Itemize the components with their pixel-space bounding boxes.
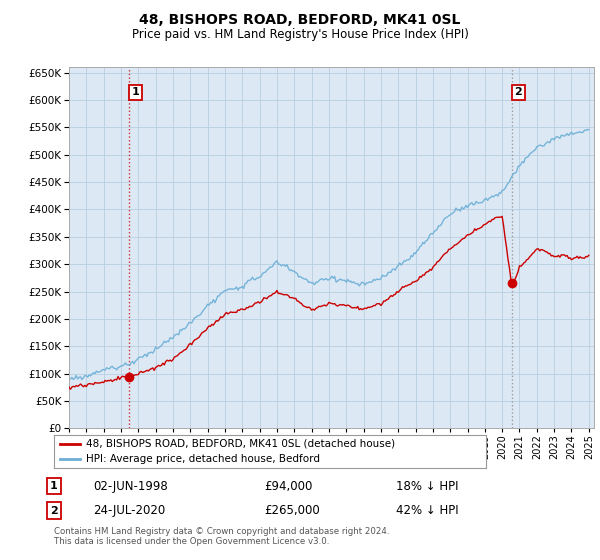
Text: £265,000: £265,000 xyxy=(264,504,320,517)
Text: 48, BISHOPS ROAD, BEDFORD, MK41 0SL: 48, BISHOPS ROAD, BEDFORD, MK41 0SL xyxy=(139,13,461,27)
Text: 02-JUN-1998: 02-JUN-1998 xyxy=(93,479,168,493)
Text: Price paid vs. HM Land Registry's House Price Index (HPI): Price paid vs. HM Land Registry's House … xyxy=(131,28,469,41)
Text: 48, BISHOPS ROAD, BEDFORD, MK41 0SL (detached house): 48, BISHOPS ROAD, BEDFORD, MK41 0SL (det… xyxy=(86,439,395,449)
Text: Contains HM Land Registry data © Crown copyright and database right 2024.
This d: Contains HM Land Registry data © Crown c… xyxy=(54,527,389,546)
Text: 2: 2 xyxy=(50,506,58,516)
Text: 1: 1 xyxy=(50,481,58,491)
Text: 24-JUL-2020: 24-JUL-2020 xyxy=(93,504,165,517)
Text: 18% ↓ HPI: 18% ↓ HPI xyxy=(396,479,458,493)
Text: HPI: Average price, detached house, Bedford: HPI: Average price, detached house, Bedf… xyxy=(86,454,320,464)
Text: £94,000: £94,000 xyxy=(264,479,313,493)
Text: 42% ↓ HPI: 42% ↓ HPI xyxy=(396,504,458,517)
Text: 1: 1 xyxy=(131,87,139,97)
Text: 2: 2 xyxy=(514,87,522,97)
